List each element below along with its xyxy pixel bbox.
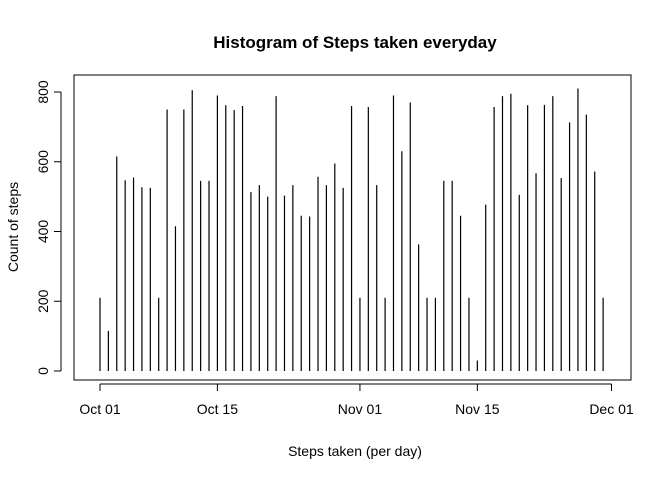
- chart-title: Histogram of Steps taken everyday: [213, 33, 497, 52]
- bars-group: [99, 88, 604, 371]
- y-axis-label: Count of steps: [5, 182, 21, 272]
- y-tick-label: 200: [35, 289, 51, 313]
- x-tick-label: Oct 15: [197, 401, 238, 417]
- x-axis-label: Steps taken (per day): [288, 443, 422, 459]
- plot-frame: [73, 74, 632, 381]
- y-tick-label: 600: [35, 150, 51, 174]
- x-tick-label: Nov 15: [455, 401, 500, 417]
- y-tick-label: 400: [35, 220, 51, 244]
- y-tick-label: 800: [35, 80, 51, 104]
- y-tick-label: 0: [35, 367, 51, 375]
- y-axis: 0 200 400 600 800: [35, 80, 62, 375]
- x-tick-label: Oct 01: [79, 401, 120, 417]
- x-tick-label: Dec 01: [589, 401, 634, 417]
- x-tick-label: Nov 01: [338, 401, 383, 417]
- x-axis: Oct 01 Oct 15 Nov 01 Nov 15 Dec 01: [79, 383, 634, 417]
